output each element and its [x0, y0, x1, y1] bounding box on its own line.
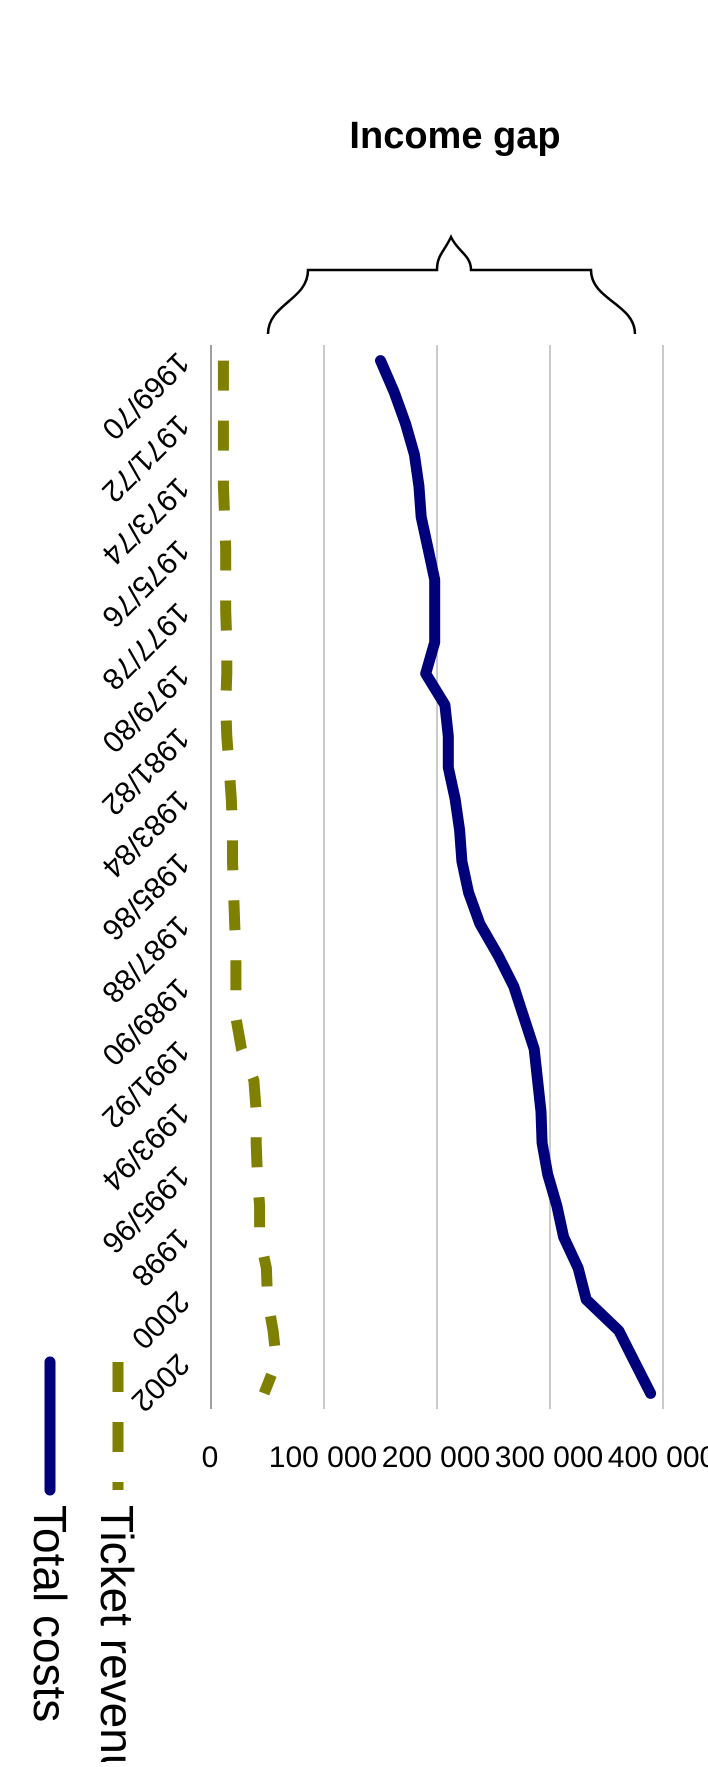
income-gap-annotation: Income gap: [266, 115, 637, 335]
income-gap-brace: [266, 234, 637, 335]
axes: 0 100 000 200 000 300 000 400 0001969/701971…: [95, 345, 708, 1474]
plot-area: [217, 355, 657, 1399]
legend-label-ticket-revenues: Ticket revenues: [91, 1505, 143, 1762]
legend-label-total-costs: Total costs: [24, 1505, 76, 1722]
y-tick-label-200-000: 200 000: [382, 1441, 490, 1474]
y-tick-label-0: 0: [202, 1441, 219, 1474]
y-tick-label-300-000: 300 000: [495, 1441, 603, 1474]
gridlines: [323, 345, 664, 1409]
y-tick-label-100-000: 100 000: [269, 1441, 377, 1474]
y-tick-label-400-000: 400 000: [608, 1441, 708, 1474]
x-tick-label-2002: 2002: [125, 1347, 196, 1418]
series-line-total-costs: [375, 355, 657, 1399]
legend: Total costs Ticket revenues: [24, 1356, 143, 1767]
series-line-ticket-revenues: [217, 360, 282, 1396]
x-tick-label-2000: 2000: [125, 1285, 196, 1356]
income-gap-label: Income gap: [349, 115, 560, 157]
